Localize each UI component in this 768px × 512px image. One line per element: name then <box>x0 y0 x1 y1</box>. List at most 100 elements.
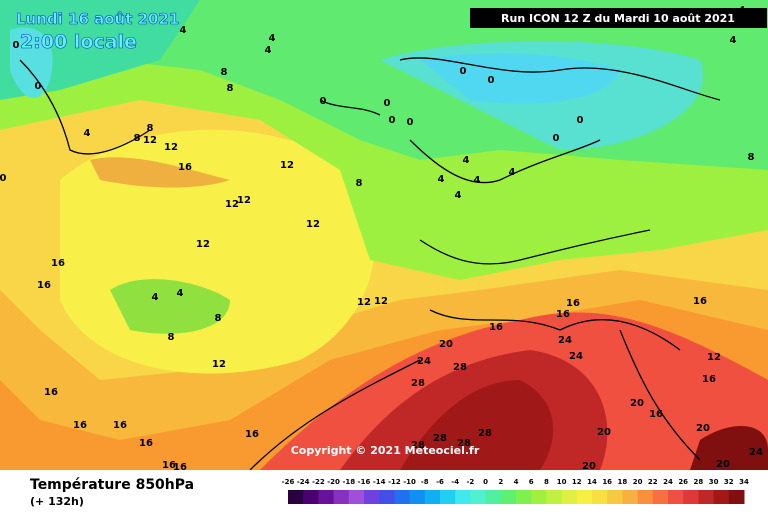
legend-tick-label: 0 <box>483 478 488 486</box>
contour-label: 4 <box>269 33 276 44</box>
contour-label: 16 <box>173 462 187 473</box>
legend-cell <box>455 490 471 504</box>
contour-label: 4 <box>84 128 91 139</box>
legend-tick-label: 26 <box>678 478 688 486</box>
contour-label: 8 <box>356 178 363 189</box>
contour-label: 4 <box>509 167 516 178</box>
legend-cell <box>728 490 745 504</box>
temperature-field <box>0 0 768 470</box>
legend-tick-label: -22 <box>312 478 325 486</box>
color-legend: -26 -24 -22 -20 -18 -16 -14 -12 -10 -8 -6 -4 -2 0 2 4 6 8… <box>282 478 749 504</box>
legend-cell <box>470 490 487 504</box>
legend-cell <box>424 490 441 504</box>
contour-label: 20 <box>439 339 453 350</box>
contour-label: 24 <box>417 356 431 367</box>
contour-label: 20 <box>582 461 596 472</box>
contour-label: 0 <box>13 40 20 51</box>
legend-cell <box>592 490 608 504</box>
legend-tick-label: 34 <box>739 478 749 486</box>
contour-label: 0 <box>0 173 7 184</box>
contour-label: 12 <box>357 297 371 308</box>
contour-label: 16 <box>44 387 58 398</box>
contour-label: 28 <box>411 378 425 389</box>
contour-label: 16 <box>162 460 176 471</box>
contour-label: 4 <box>180 25 187 36</box>
footer-title: Température 850hPa <box>30 477 194 493</box>
date: Lundi 16 août 2021 <box>16 10 179 28</box>
legend-cell <box>364 490 380 504</box>
contour-label: 28 <box>453 362 467 373</box>
contour-label: 8 <box>748 152 755 163</box>
legend-cell <box>683 490 699 504</box>
legend-cell <box>348 490 365 504</box>
contour-label: 12 <box>280 160 294 171</box>
legend-tick-label: -26 <box>282 478 295 486</box>
contour-label: 12 <box>374 296 388 307</box>
contour-label: 16 <box>178 162 192 173</box>
contour-label: 4 <box>265 45 272 56</box>
contour-label: 0 <box>488 75 495 86</box>
contour-label: 16 <box>73 420 87 431</box>
contour-label: 16 <box>37 280 51 291</box>
contour-label: 0 <box>384 98 391 109</box>
contour-label: 24 <box>749 447 763 458</box>
legend-tick-label: -4 <box>451 478 459 486</box>
run-box <box>470 8 767 28</box>
contour-label: 16 <box>556 309 570 320</box>
legend-tick-label: 6 <box>529 478 534 486</box>
contour-label: 12 <box>212 359 226 370</box>
legend-tick-label: -2 <box>467 478 475 486</box>
time: 2:00 locale <box>20 31 137 53</box>
contour-label: 16 <box>245 429 259 440</box>
legend-tick-label: -14 <box>373 478 386 486</box>
contour-label: 16 <box>649 409 663 420</box>
contour-label: 0 <box>35 81 42 92</box>
legend-tick-label: 2 <box>498 478 503 486</box>
contour-label: 28 <box>457 438 471 449</box>
legend-cell <box>576 490 593 504</box>
legend-cell <box>500 490 517 504</box>
contour-label: 0 <box>407 117 414 128</box>
contour-label: 28 <box>433 433 447 444</box>
contour-label: 12 <box>164 142 178 153</box>
contour-label: 24 <box>569 351 583 362</box>
legend-cell <box>440 490 456 504</box>
legend-cell <box>516 490 532 504</box>
legend-tick-label: -24 <box>297 478 310 486</box>
contour-label: 0 <box>577 115 584 126</box>
legend-tick-label: -16 <box>358 478 371 486</box>
contour-label: 16 <box>702 374 716 385</box>
contour-label: 4 <box>438 174 445 185</box>
contour-label: 8 <box>147 123 154 134</box>
contour-label: 20 <box>597 427 611 438</box>
run-info: Run ICON 12 Z du Mardi 10 août 2021 <box>501 12 735 25</box>
contour-label: 16 <box>51 258 65 269</box>
contour-label: 12 <box>707 352 721 363</box>
contour-label: 4 <box>463 155 470 166</box>
contour-label: 8 <box>134 133 141 144</box>
legend-tick-label: 20 <box>633 478 643 486</box>
header: Lundi 16 août 2021 2:00 locale Run ICON … <box>16 8 767 457</box>
coastlines <box>19 57 721 471</box>
contour-label: 8 <box>227 83 234 94</box>
legend-tick-label: -12 <box>388 478 401 486</box>
legend-cell <box>333 490 350 504</box>
contour-label: 12 <box>306 219 320 230</box>
legend-tick-label: -10 <box>403 478 416 486</box>
legend-cell <box>607 490 623 504</box>
contour-label: 0 <box>553 133 560 144</box>
legend-cell <box>668 490 684 504</box>
legend-cell <box>288 490 304 504</box>
contour-label: 28 <box>478 428 492 439</box>
legend-tick-label: 12 <box>572 478 582 486</box>
contour-label: 4 <box>177 288 184 299</box>
contour-label: 4 <box>474 175 481 186</box>
contour-label: 20 <box>630 398 644 409</box>
legend-cell <box>318 490 335 504</box>
contour-label: 0 <box>320 96 327 107</box>
legend-tick-label: 10 <box>557 478 567 486</box>
contour-label: 8 <box>215 313 222 324</box>
